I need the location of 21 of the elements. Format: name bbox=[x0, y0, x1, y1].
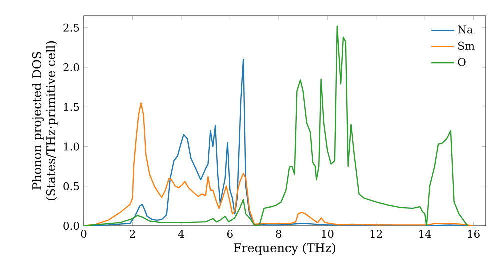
legend-label: Na bbox=[458, 26, 474, 34]
legend-label: O bbox=[458, 58, 466, 66]
y-tick-label: 1.0 bbox=[64, 142, 80, 151]
y-tick-label: 0.5 bbox=[64, 182, 80, 190]
x-tick-label: 4 bbox=[178, 230, 184, 238]
x-tick-label: 12 bbox=[370, 230, 382, 238]
y-tick-label: 0.0 bbox=[64, 222, 80, 230]
y-tick-label: 2.0 bbox=[64, 63, 80, 72]
x-tick-label: 8 bbox=[276, 230, 282, 238]
x-tick-label: 0 bbox=[81, 230, 87, 238]
line-series bbox=[84, 102, 474, 226]
x-axis-title: Frequency (THz) bbox=[234, 243, 336, 256]
y-tick-label: 2.5 bbox=[64, 24, 80, 32]
y-tick-label: 1.5 bbox=[64, 103, 80, 112]
x-tick-label: 2 bbox=[130, 230, 136, 238]
legend-label: Sm bbox=[458, 42, 475, 50]
y-axis-title: Phonon projected DOS (States/THz·primitive cell) bbox=[32, 42, 58, 200]
x-tick-label: 10 bbox=[322, 230, 334, 238]
x-tick-label: 14 bbox=[420, 230, 432, 238]
x-tick-label: 6 bbox=[228, 230, 233, 238]
x-tick-label: 16 bbox=[468, 230, 480, 238]
